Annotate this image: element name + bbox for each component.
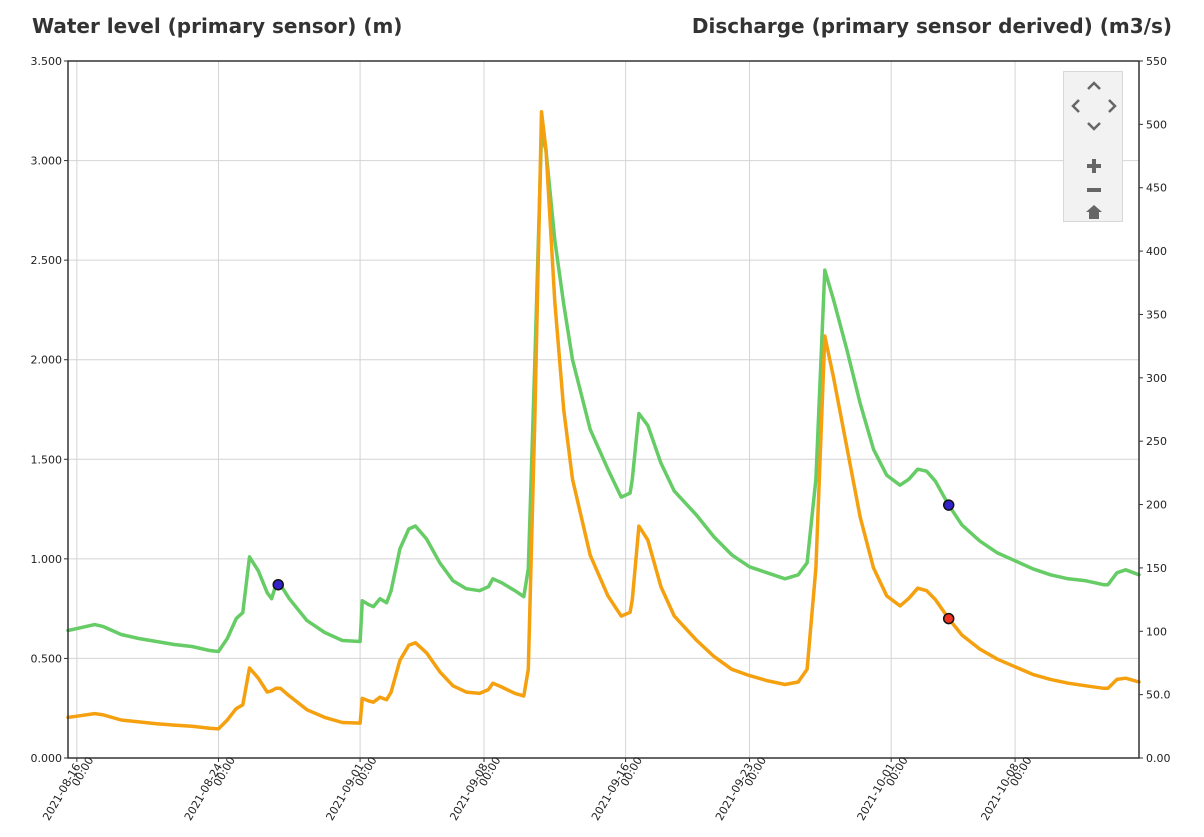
pan-left-icon[interactable]: [1064, 96, 1088, 116]
right-axis-ticks: 0.00 50.0 100 150 200 250 300 350 400 450 500 550: [1139, 55, 1171, 765]
right-tick-label: 400: [1146, 245, 1167, 258]
left-tick-label: 0.000: [31, 752, 63, 765]
left-axis-ticks: 0.000 0.500 1.000 1.500 2.000 2.500 3.000 3.500: [31, 55, 68, 765]
pan-up-icon[interactable]: [1082, 76, 1106, 96]
right-tick-label: 50.0: [1146, 689, 1171, 702]
left-tick-label: 1.500: [31, 453, 63, 466]
left-axis-title: Water level (primary sensor) (m): [32, 14, 403, 38]
grid: [68, 60, 1139, 759]
navigation-panel: [1063, 71, 1123, 222]
data-marker-0[interactable]: [272, 578, 284, 591]
right-tick-label: 200: [1146, 499, 1167, 512]
pan-right-icon[interactable]: [1100, 96, 1124, 116]
left-tick-label: 2.500: [31, 254, 63, 267]
right-tick-label: 450: [1146, 182, 1167, 195]
left-tick-label: 2.000: [31, 354, 63, 367]
right-tick-label: 350: [1146, 308, 1167, 321]
markers-layer: [272, 499, 955, 625]
series-line-0: [66, 130, 1141, 654]
left-tick-label: 0.500: [31, 652, 63, 665]
right-tick-label: 0.00: [1146, 752, 1171, 765]
series-line-1: [66, 109, 1141, 731]
data-marker-1[interactable]: [942, 499, 955, 511]
left-tick-label: 3.500: [31, 55, 63, 68]
left-tick-label: 1.000: [31, 553, 63, 566]
zoom-out-icon[interactable]: [1082, 180, 1106, 200]
right-tick-label: 500: [1146, 118, 1167, 131]
right-tick-label: 550: [1146, 55, 1167, 68]
plot-frame: [67, 60, 1140, 759]
pan-down-icon[interactable]: [1082, 116, 1106, 136]
right-tick-label: 300: [1146, 372, 1167, 385]
home-icon[interactable]: [1082, 202, 1106, 222]
right-tick-label: 250: [1146, 435, 1167, 448]
zoom-in-icon[interactable]: [1082, 156, 1106, 176]
right-tick-label: 100: [1146, 625, 1167, 638]
series-layer: [66, 109, 1141, 731]
data-marker-2[interactable]: [942, 612, 955, 625]
left-tick-label: 3.000: [31, 155, 63, 168]
right-axis-title: Discharge (primary sensor derived) (m3/s…: [691, 14, 1172, 38]
right-tick-label: 150: [1146, 562, 1167, 575]
